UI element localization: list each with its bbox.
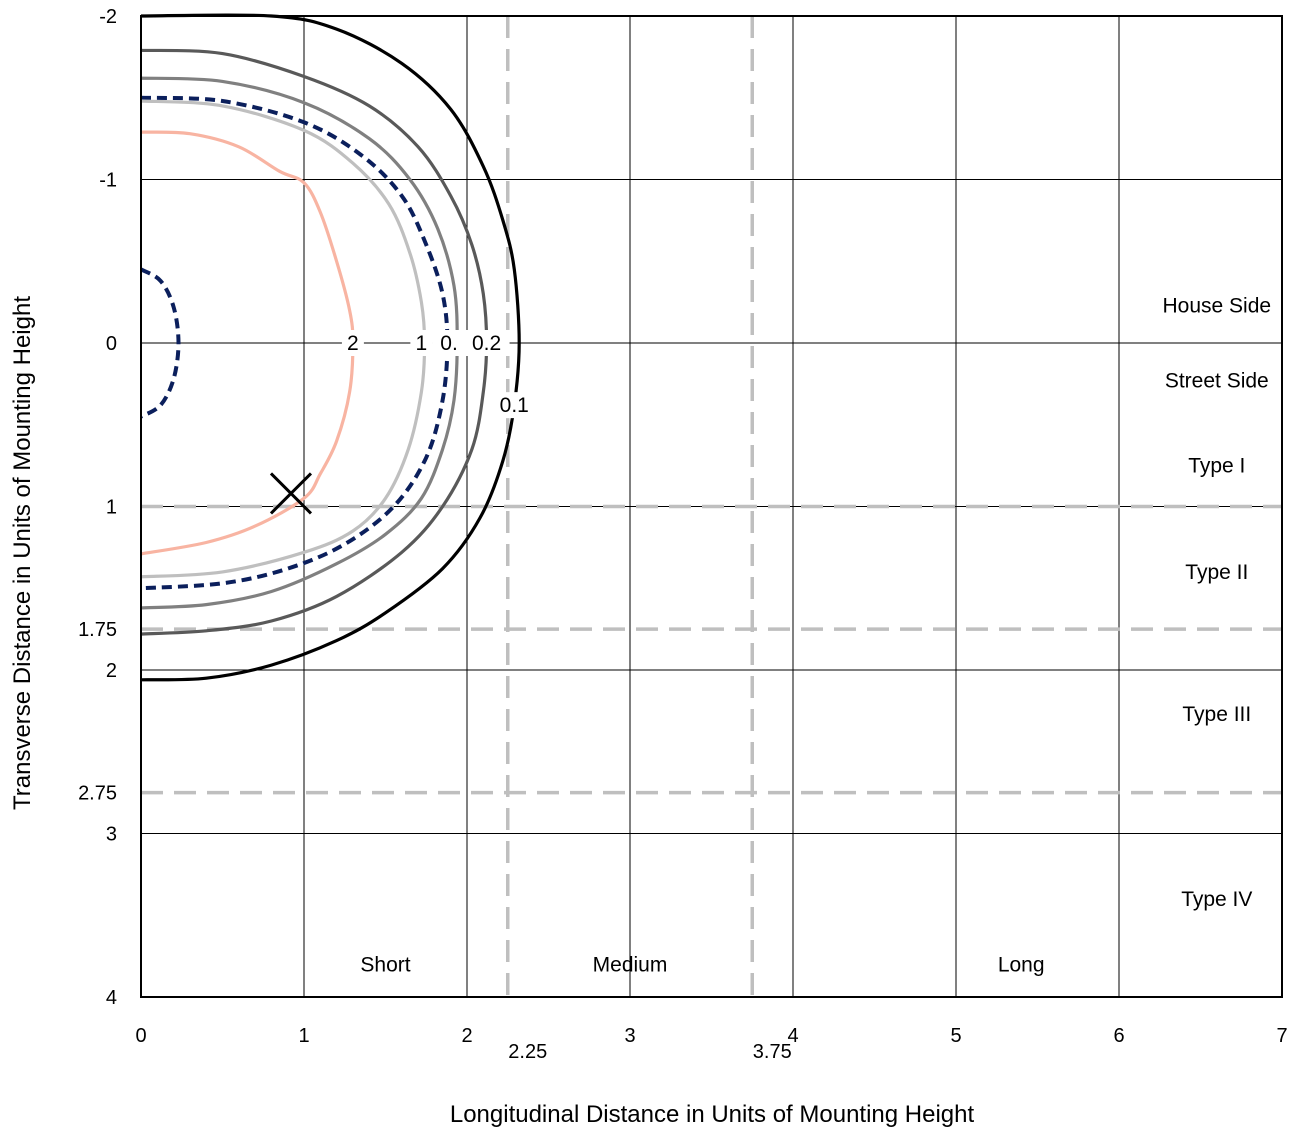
contour-label-bg bbox=[432, 330, 467, 356]
contour-line-0-1 bbox=[140, 13, 521, 682]
y-tick-label: 1 bbox=[106, 497, 117, 519]
x-tick-label: 5 bbox=[950, 1025, 961, 1047]
contour-line-0-5 bbox=[140, 95, 450, 591]
region-label: Medium bbox=[593, 953, 668, 976]
y-tick-label: 3 bbox=[106, 824, 117, 846]
y-tick-label: -1 bbox=[99, 170, 117, 192]
grid-layer bbox=[140, 15, 1283, 998]
y-tick-label: -2 bbox=[99, 6, 117, 28]
region-label: Long bbox=[998, 953, 1045, 976]
x-tick-label: 7 bbox=[1276, 1025, 1287, 1047]
x-tick-label: 2 bbox=[461, 1025, 472, 1047]
x-tick-label: 3 bbox=[624, 1025, 635, 1047]
contour-label: 0.2 bbox=[472, 332, 501, 355]
contour-line-5 bbox=[140, 267, 181, 419]
region-label: Type IV bbox=[1181, 888, 1252, 911]
x-tick-label: 1 bbox=[298, 1025, 309, 1047]
contour-label: 0. bbox=[440, 332, 458, 355]
reference-lines-layer bbox=[141, 16, 1282, 997]
contour-label-bg bbox=[463, 330, 510, 356]
region-label: Type II bbox=[1185, 561, 1248, 584]
plot-frame-layer bbox=[140, 15, 1283, 998]
contour-line-2 bbox=[140, 130, 355, 556]
x-tick-label: 4 bbox=[787, 1025, 798, 1047]
plot-frame bbox=[140, 15, 1283, 998]
x-tick-label-extra: 3.75 bbox=[753, 1041, 792, 1063]
contour-label-bg bbox=[341, 330, 364, 356]
region-label: House Side bbox=[1163, 294, 1272, 317]
y-tick-label-extra: 2.75 bbox=[78, 783, 117, 805]
x-marker bbox=[269, 472, 313, 515]
contour-label: 2 bbox=[347, 332, 359, 355]
contour-label-bg bbox=[410, 330, 433, 356]
region-label: Type I bbox=[1188, 455, 1245, 478]
x-tick-label-extra: 2.25 bbox=[508, 1041, 547, 1063]
y-axis-title: Transverse Distance in Units of Mounting… bbox=[9, 296, 36, 810]
region-label: Short bbox=[360, 953, 410, 976]
y-tick-label-extra: 1.75 bbox=[78, 619, 117, 641]
y-tick-label: 4 bbox=[106, 987, 117, 1009]
y-tick-label: 2 bbox=[106, 660, 117, 682]
region-label: Street Side bbox=[1165, 370, 1269, 393]
tick-labels-layer: 0 1 2 3 4 5 6 7 2.25 3.75 -2 -1 0 1 2 3 4 1.75 2.75 bbox=[78, 6, 1288, 1063]
contour-label: 0.1 bbox=[500, 394, 529, 417]
x-tick-label: 6 bbox=[1113, 1025, 1124, 1047]
region-label: Type III bbox=[1182, 703, 1251, 726]
x-axis-title: Longitudinal Distance in Units of Mounti… bbox=[450, 1101, 975, 1128]
contour-label: 1 bbox=[416, 332, 428, 355]
y-tick-label: 0 bbox=[106, 333, 117, 355]
contour-label-bg bbox=[491, 392, 538, 419]
contour-line-0 bbox=[140, 76, 459, 610]
x-tick-label: 0 bbox=[135, 1025, 146, 1047]
